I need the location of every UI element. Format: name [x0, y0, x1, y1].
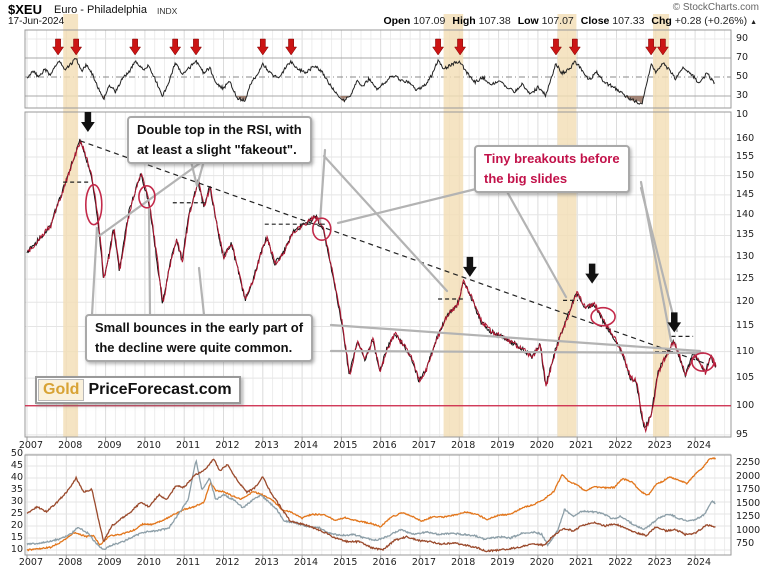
logo-gold-part: Gold — [38, 379, 85, 401]
callout-double-top: Double top in the RSI, with at least a s… — [127, 116, 312, 164]
callout-tiny-breakouts: Tiny breakouts before the big slides — [474, 145, 630, 193]
goldpriceforecast-logo: Gold PriceForecast.com — [35, 376, 241, 404]
callout-small-bounces: Small bounces in the early part of the d… — [85, 314, 314, 362]
logo-rest-part: PriceForecast.com — [88, 381, 232, 398]
